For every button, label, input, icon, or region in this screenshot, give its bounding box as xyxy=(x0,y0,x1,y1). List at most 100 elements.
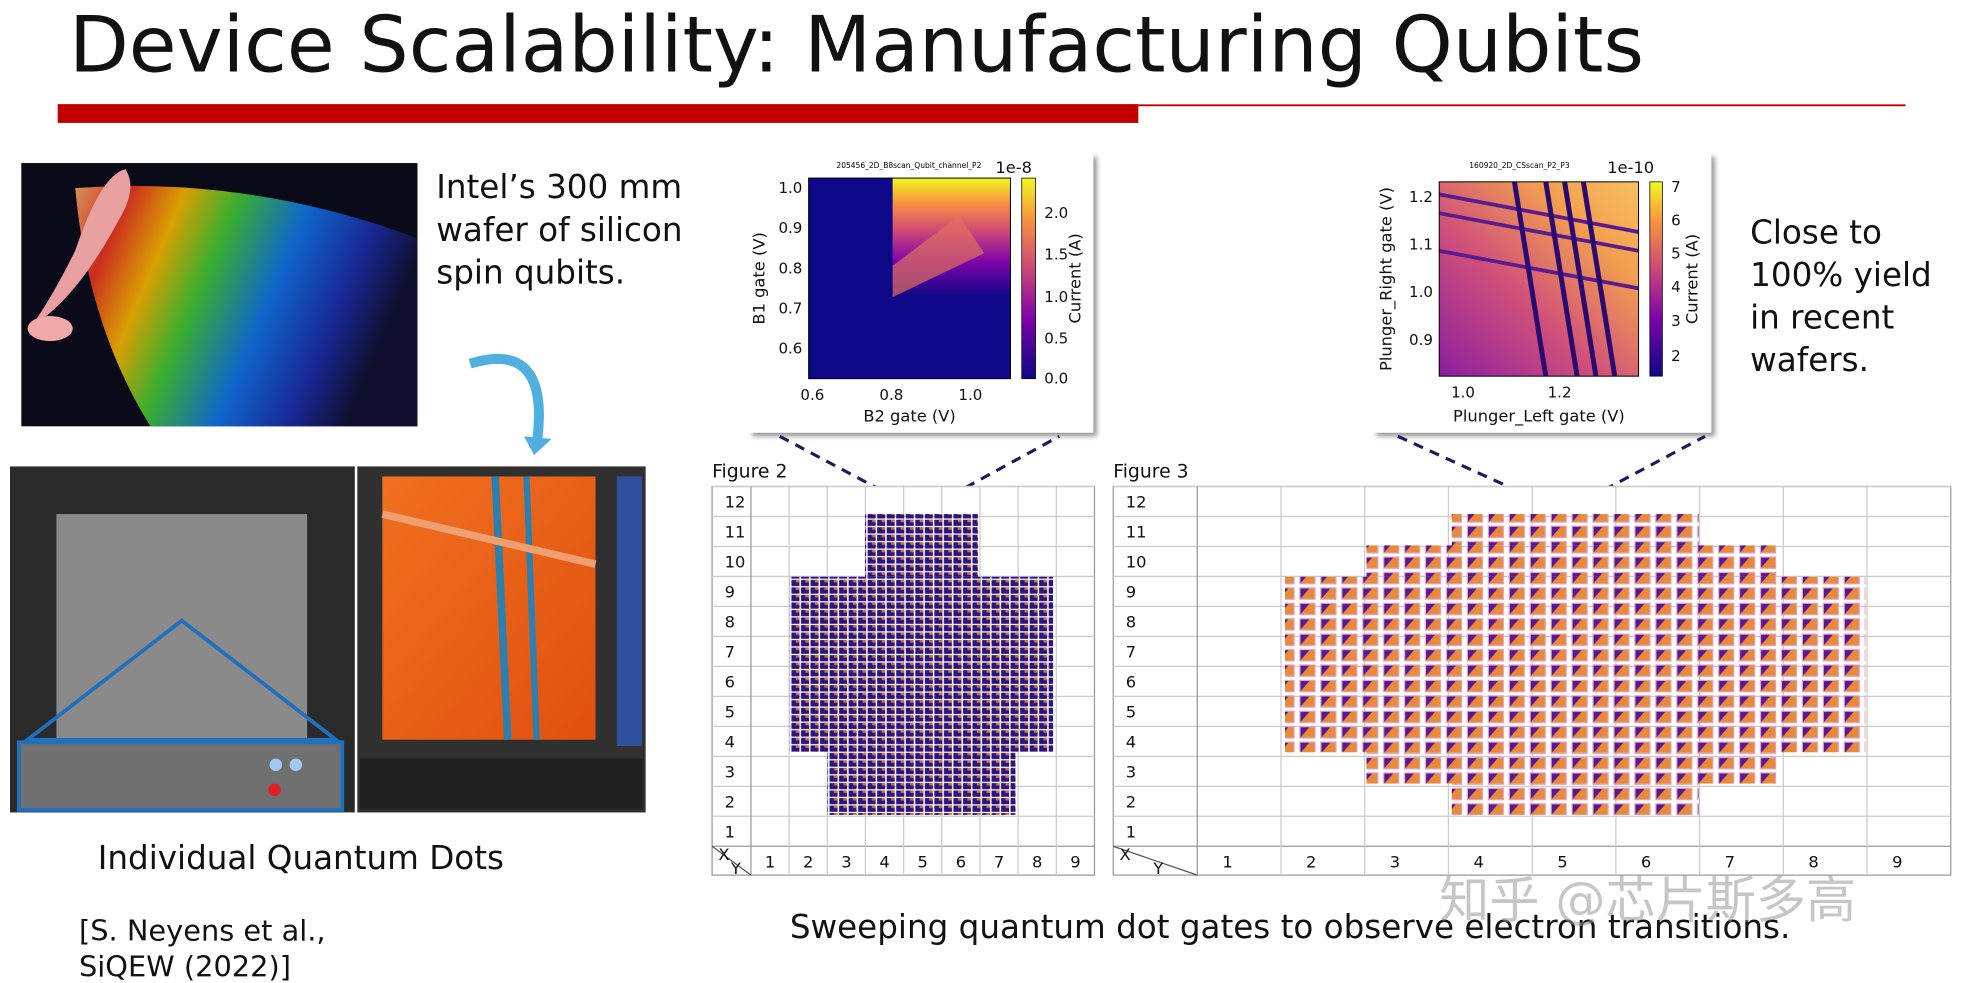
row-label: 1 xyxy=(1126,823,1136,842)
yield-note: wafers. xyxy=(1750,341,1869,379)
colorbar xyxy=(1649,181,1663,377)
heatmap-line xyxy=(1580,181,1618,377)
citation: SiQEW (2022)] xyxy=(79,950,291,983)
die-tiles xyxy=(1451,783,1699,815)
colorbar-tick-label: 1.0 xyxy=(1044,288,1068,306)
plot-axes xyxy=(808,177,1011,380)
column-label: 4 xyxy=(1473,853,1483,872)
citation: [S. Neyens et al., xyxy=(79,913,326,947)
column-label: 7 xyxy=(1725,853,1735,872)
plot-title: 160920_2D_CSscan_P2_P3 xyxy=(1469,161,1570,170)
row-label: 10 xyxy=(1126,553,1147,572)
corner-y: Y xyxy=(1152,859,1163,878)
arrow-head xyxy=(524,436,552,456)
wafer-caption: wafer of silicon xyxy=(436,211,682,249)
yield-note: 100% yield xyxy=(1750,256,1932,294)
row-label: 12 xyxy=(1126,493,1147,512)
row-label: 10 xyxy=(725,553,746,572)
y-tick-label: 0.6 xyxy=(778,340,802,358)
row-label: 3 xyxy=(725,763,735,782)
colorbar-label: Current (A) xyxy=(1682,234,1701,324)
row-label: 2 xyxy=(1126,793,1136,812)
y-tick-label: 1.2 xyxy=(1409,188,1433,206)
row-label: 12 xyxy=(725,493,746,512)
heatmap-line xyxy=(1511,181,1549,377)
colorbar-tick-label: 5 xyxy=(1671,244,1681,262)
title-bar xyxy=(57,104,1139,123)
die-tiles xyxy=(865,514,978,577)
column-label: 2 xyxy=(803,853,813,872)
row-label: 8 xyxy=(1126,613,1136,632)
corner-x: X xyxy=(1120,845,1131,864)
multiplier: 1e-10 xyxy=(1607,158,1654,177)
colorbar-tick-label: 1.5 xyxy=(1044,246,1068,264)
column-label: 6 xyxy=(956,853,966,872)
column-label: 1 xyxy=(765,853,775,872)
row-label: 6 xyxy=(725,673,735,692)
column-label: 5 xyxy=(918,853,928,872)
dots-caption: Individual Quantum Dots xyxy=(98,839,504,877)
x-tick-label: 0.6 xyxy=(800,386,824,404)
colorbar-label: Current (A) xyxy=(1066,233,1085,323)
colorbar-tick-label: 4 xyxy=(1671,278,1681,296)
figure-label: Figure 2 xyxy=(712,462,787,483)
column-label: 8 xyxy=(1032,853,1042,872)
row-label: 4 xyxy=(725,733,735,752)
heatmap-line xyxy=(1438,211,1639,253)
row-label: 2 xyxy=(725,793,735,812)
chip-image xyxy=(10,466,355,813)
y-axis-label: B1 gate (V) xyxy=(750,232,769,324)
wafer-caption: Intel’s 300 mm xyxy=(436,168,682,206)
column-label: 2 xyxy=(1306,853,1316,872)
wafer-photo xyxy=(21,163,418,427)
row-label: 3 xyxy=(1126,763,1136,782)
column-label: 8 xyxy=(1808,853,1818,872)
heatmap-line xyxy=(1562,181,1599,377)
corner-diagonal xyxy=(711,845,752,876)
wafer-caption: spin qubits. xyxy=(436,253,625,291)
inset-plot: 205456_2D_B8scan_Qubit_channel_P2 1e-8 1.0… xyxy=(748,153,1094,433)
row-label: 4 xyxy=(1126,733,1136,752)
row-label: 5 xyxy=(1126,703,1136,722)
corner-x: X xyxy=(718,845,729,864)
heatmap-line xyxy=(1438,192,1639,234)
x-tick-label: 1.2 xyxy=(1548,383,1572,401)
row-label: 1 xyxy=(725,823,735,842)
colorbar-tick-label: 2 xyxy=(1671,347,1681,365)
colorbar-tick-label: 3 xyxy=(1671,312,1681,330)
y-tick-label: 0.9 xyxy=(778,219,802,237)
row-label: 9 xyxy=(1126,583,1136,602)
row-label: 11 xyxy=(1126,523,1147,542)
inset-plot: 160920_2D_CSscan_P2_P3 1e-10 1.2 1.1 1.0 0.9 1… xyxy=(1372,153,1712,433)
die-tiles xyxy=(1285,576,1866,753)
row-label: 11 xyxy=(725,523,746,542)
die-tiles xyxy=(1451,514,1699,546)
column-label: 5 xyxy=(1557,853,1567,872)
column-label: 1 xyxy=(1222,853,1232,872)
column-label: 9 xyxy=(1892,853,1902,872)
column-label: 9 xyxy=(1070,853,1080,872)
y-tick-label: 0.8 xyxy=(778,259,802,277)
arrow xyxy=(468,354,544,446)
column-label: 6 xyxy=(1641,853,1651,872)
corner-y: Y xyxy=(730,859,741,878)
die-tiles xyxy=(827,752,1016,815)
heatmap-line xyxy=(1438,248,1639,291)
plot-title: 205456_2D_B8scan_Qubit_channel_P2 xyxy=(836,161,981,170)
heatmap-line xyxy=(1543,181,1580,377)
watermark: 知乎 @芯片斯多高 xyxy=(1439,871,1856,930)
bottom-caption: Sweeping quantum dot gates to observe el… xyxy=(790,908,1791,946)
figure-label: Figure 3 xyxy=(1113,462,1188,483)
x-tick-label: 1.0 xyxy=(958,386,982,404)
colorbar-tick-label: 0.5 xyxy=(1044,330,1068,348)
x-tick-label: 0.8 xyxy=(879,386,903,404)
column-label: 7 xyxy=(994,853,1004,872)
y-tick-label: 0.9 xyxy=(1409,331,1433,349)
row-label: 7 xyxy=(725,643,735,662)
colorbar-tick-label: 2.0 xyxy=(1044,204,1068,222)
row-label: 5 xyxy=(725,703,735,722)
colorbar-tick-label: 6 xyxy=(1671,212,1681,230)
